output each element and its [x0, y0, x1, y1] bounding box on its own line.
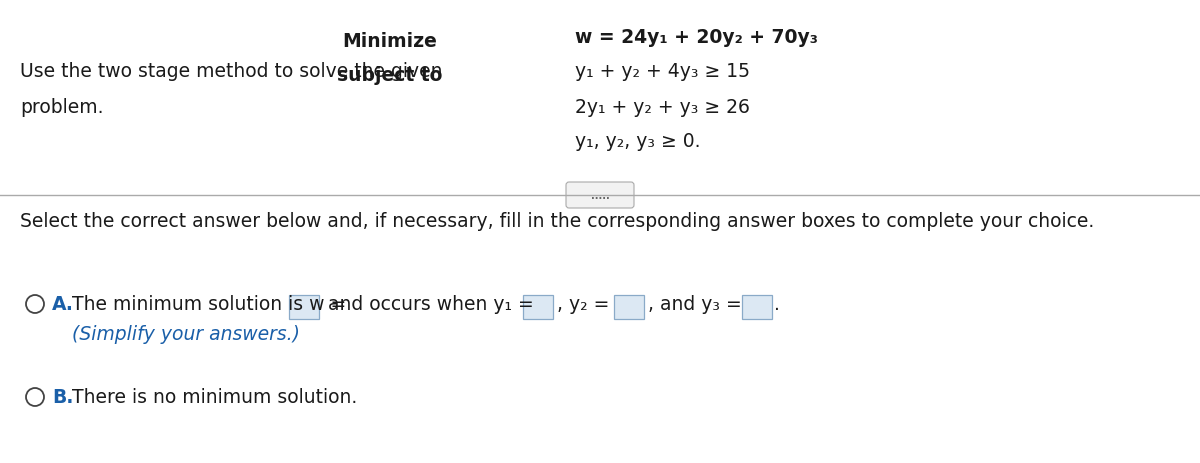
Text: problem.: problem.: [20, 98, 103, 117]
FancyBboxPatch shape: [523, 295, 553, 319]
Text: .: .: [774, 294, 780, 313]
Text: The minimum solution is w =: The minimum solution is w =: [72, 294, 347, 313]
Text: 2y₁ + y₂ + y₃ ≥ 26: 2y₁ + y₂ + y₃ ≥ 26: [575, 98, 750, 117]
Text: A.: A.: [52, 294, 74, 313]
Text: Use the two stage method to solve the given: Use the two stage method to solve the gi…: [20, 62, 443, 81]
Text: y₁, y₂, y₃ ≥ 0.: y₁, y₂, y₃ ≥ 0.: [575, 131, 701, 150]
Text: Select the correct answer below and, if necessary, fill in the corresponding ans: Select the correct answer below and, if …: [20, 212, 1094, 231]
Text: w = 24y₁ + 20y₂ + 70y₃: w = 24y₁ + 20y₂ + 70y₃: [575, 28, 818, 47]
Text: There is no minimum solution.: There is no minimum solution.: [72, 387, 358, 406]
FancyBboxPatch shape: [614, 295, 644, 319]
FancyBboxPatch shape: [566, 182, 634, 208]
FancyBboxPatch shape: [742, 295, 772, 319]
Text: Minimize: Minimize: [342, 32, 438, 51]
Text: , y₂ =: , y₂ =: [557, 294, 610, 313]
Text: (Simplify your answers.): (Simplify your answers.): [72, 324, 300, 343]
FancyBboxPatch shape: [289, 295, 319, 319]
Text: y₁ + y₂ + 4y₃ ≥ 15: y₁ + y₂ + 4y₃ ≥ 15: [575, 62, 750, 81]
Text: subject to: subject to: [337, 66, 443, 85]
Text: .....: .....: [590, 191, 610, 200]
Text: B.: B.: [52, 387, 73, 406]
Text: and occurs when y₁ =: and occurs when y₁ =: [328, 294, 534, 313]
Text: , and y₃ =: , and y₃ =: [648, 294, 742, 313]
